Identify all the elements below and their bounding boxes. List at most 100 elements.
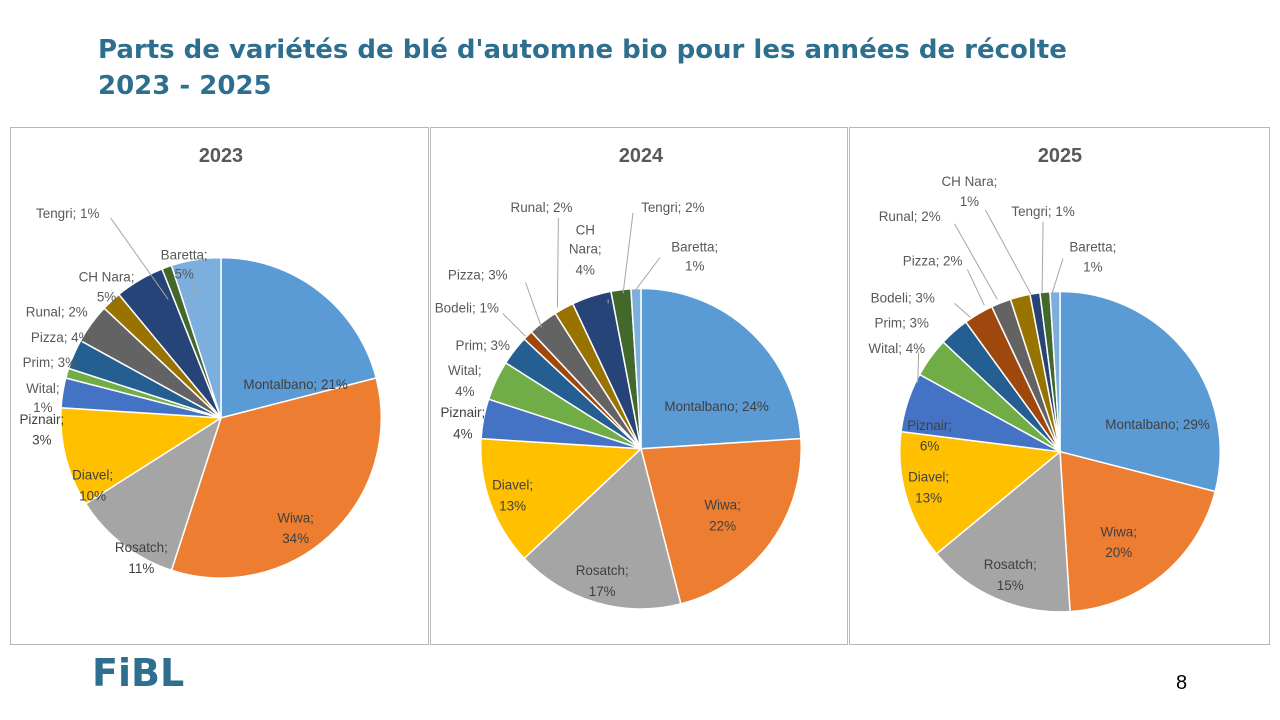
data-label-pizza-2025: Pizza; 2%	[903, 254, 963, 269]
pie-chart-2023-panel: 2023 Montalbano; 21% Wiwa; 34% Rosatch; 11% Di…	[10, 127, 429, 645]
leader-line-baretta-2024	[632, 257, 661, 294]
data-label-piznair-2023-line-2: 3%	[32, 433, 51, 448]
data-label-bodeli-2024: Bodeli; 1%	[435, 300, 499, 315]
pie-slice-wiwa-2024	[640, 437, 802, 605]
data-label-diavel-2023-line-1: Diavel;	[72, 468, 113, 483]
data-label-baretta-2024-line-1: Baretta;	[671, 240, 718, 255]
data-label-pizza-2024: Pizza; 3%	[448, 268, 508, 283]
slide-title: Parts de variétés de blé d'automne bio p…	[98, 32, 1198, 104]
data-label-ch-nara-2025-line-1: CH Nara;	[941, 174, 997, 189]
leader-line-runal-2025	[954, 223, 998, 300]
leader-line-runal-2024	[556, 217, 559, 308]
data-label-wiwa-2024-line-2: 22%	[709, 518, 736, 533]
data-label-tengri-2024: Tengri; 2%	[641, 200, 704, 215]
data-label-diavel-2025-line-1: Diavel;	[908, 470, 949, 485]
leader-line-ch-nara-2025	[984, 209, 1032, 295]
pie-slice-wiwa-2023	[170, 377, 382, 579]
leader-line-tengri-2025	[1041, 221, 1044, 294]
slide-title-line-1: Parts de variétés de blé d'automne bio p…	[98, 35, 1067, 65]
pie-slice-rosatch-2023	[84, 416, 223, 572]
data-label-pizza-2023: Pizza; 4%	[31, 330, 91, 345]
data-label-baretta-2023-line-1: Baretta;	[161, 248, 208, 263]
fibl-logo: FiBL	[92, 651, 185, 695]
data-label-baretta-2024-line-2: 1%	[685, 259, 704, 274]
data-label-piznair-2025-line-1: Piznair;	[907, 418, 952, 433]
data-label-montalbano-2025: Montalbano; 29%	[1105, 417, 1210, 432]
data-label-wiwa-2025-line-2: 20%	[1105, 545, 1132, 560]
leader-line-tengri-2023	[110, 217, 169, 300]
data-label-prim-2023: Prim; 3%	[23, 355, 78, 370]
data-label-diavel-2025-line-2: 13%	[915, 490, 942, 505]
leader-line-tengri-2024	[622, 212, 634, 294]
pie-slice-baretta-2023	[170, 256, 222, 419]
data-label-rosatch-2024-line-1: Rosatch;	[576, 563, 629, 578]
data-label-prim-2025: Prim; 3%	[875, 315, 930, 330]
leader-line-bodeli-2025	[954, 303, 971, 318]
data-label-baretta-2025-line-2: 1%	[1083, 260, 1102, 275]
chart-title-2024: 2024	[619, 145, 663, 167]
data-label-piznair-2024-line-1: Piznair;	[440, 405, 485, 420]
data-label-wital-2023-line-1: Wital;	[26, 381, 60, 396]
data-label-baretta-2025-line-1: Baretta;	[1069, 240, 1116, 255]
data-label-ch-nara-2023-line-1: CH Nara;	[79, 270, 135, 285]
data-label-wiwa-2023-line-2: 34%	[282, 531, 309, 546]
data-label-wital-2023-line-2: 1%	[33, 400, 52, 415]
data-label-rosatch-2023-line-1: Rosatch;	[115, 540, 168, 555]
data-label-runal-2024: Runal; 2%	[511, 200, 573, 215]
data-label-ch-nara-2024-line-1: CH	[576, 223, 595, 238]
data-label-wiwa-2025-line-1: Wiwa;	[1100, 524, 1137, 539]
data-label-montalbano-2023: Montalbano; 21%	[243, 377, 348, 392]
data-label-runal-2023: Runal; 2%	[26, 304, 88, 319]
pie-chart-2024-panel: 2024 Montalbano; 24% Wiwa; 22% Rosatch; 17% Di…	[430, 127, 848, 645]
data-label-tengri-2023: Tengri; 1%	[36, 206, 99, 221]
data-label-rosatch-2025-line-2: 15%	[997, 578, 1024, 593]
pie-chart-2024: 2024 Montalbano; 24% Wiwa; 22% Rosatch; 17% Di…	[435, 145, 802, 610]
data-label-diavel-2024-line-1: Diavel;	[492, 478, 533, 493]
pie-chart-2025-panel: 2025 Montalbano; 29% Wiwa; 20% Rosatch; 15% Di…	[849, 127, 1270, 645]
pie-slice-rosatch-2025	[935, 450, 1071, 613]
pie-slice-baretta-2024	[630, 287, 642, 449]
data-label-ch-nara-2024-line-3: 4%	[576, 263, 595, 278]
data-label-piznair-2025-line-2: 6%	[920, 439, 939, 454]
pie-slice-montalbano-2025	[1059, 290, 1221, 493]
leader-line-baretta-2025	[1051, 258, 1064, 294]
data-label-tengri-2025: Tengri; 1%	[1011, 204, 1074, 219]
data-label-rosatch-2024-line-2: 17%	[589, 584, 616, 599]
leader-line-pizza-2024	[525, 282, 542, 328]
data-label-ch-nara-2024-line-2: Nara;	[569, 242, 602, 257]
pie-slice-diavel-2025	[899, 430, 1062, 555]
pie-slice-montalbano-2024	[640, 287, 802, 450]
chart-title-2023: 2023	[199, 145, 243, 167]
data-label-wital-2025: Wital; 4%	[868, 341, 925, 356]
leader-line-wital-2025	[917, 352, 920, 384]
slide-title-line-2: 2023 - 2025	[98, 71, 272, 101]
pie-slice-baretta-2025	[1049, 290, 1061, 452]
pie-slice-diavel-2023	[60, 406, 224, 505]
data-label-ch-nara-2025-line-2: 1%	[960, 194, 979, 209]
data-label-ch-nara-2023-line-2: 5%	[97, 289, 116, 304]
data-label-wiwa-2023-line-1: Wiwa;	[277, 510, 314, 525]
leader-line-pizza-2025	[966, 269, 985, 306]
data-label-wiwa-2024-line-1: Wiwa;	[704, 497, 741, 512]
data-label-baretta-2023-line-2: 5%	[174, 267, 193, 282]
data-label-diavel-2023-line-2: 10%	[79, 488, 106, 503]
chart-title-2025: 2025	[1038, 145, 1082, 167]
pie-slice-wiwa-2025	[1059, 450, 1217, 613]
pie-slice-rosatch-2024	[523, 447, 682, 610]
data-label-montalbano-2024: Montalbano; 24%	[664, 399, 769, 414]
data-label-rosatch-2025-line-1: Rosatch;	[984, 557, 1037, 572]
data-label-bodeli-2025: Bodeli; 3%	[871, 290, 935, 305]
data-label-piznair-2024-line-2: 4%	[453, 427, 472, 442]
page-number: 8	[1176, 672, 1188, 694]
pie-chart-2023: 2023 Montalbano; 21% Wiwa; 34% Rosatch; 11% Di…	[19, 145, 382, 579]
data-label-rosatch-2023-line-2: 11%	[128, 561, 154, 576]
pie-slice-diavel-2024	[480, 437, 643, 560]
data-label-prim-2024: Prim; 3%	[456, 338, 511, 353]
pie-slice-montalbano-2023	[220, 256, 378, 419]
data-label-runal-2025: Runal; 2%	[879, 209, 941, 224]
data-label-diavel-2024-line-2: 13%	[499, 498, 526, 513]
leader-line-bodeli-2024	[502, 312, 526, 337]
data-label-piznair-2023-line-1: Piznair;	[19, 412, 64, 427]
data-label-wital-2024-line-1: Wital;	[448, 363, 482, 378]
pie-chart-2025: 2025 Montalbano; 29% Wiwa; 20% Rosatch; 15% Di…	[868, 145, 1221, 613]
